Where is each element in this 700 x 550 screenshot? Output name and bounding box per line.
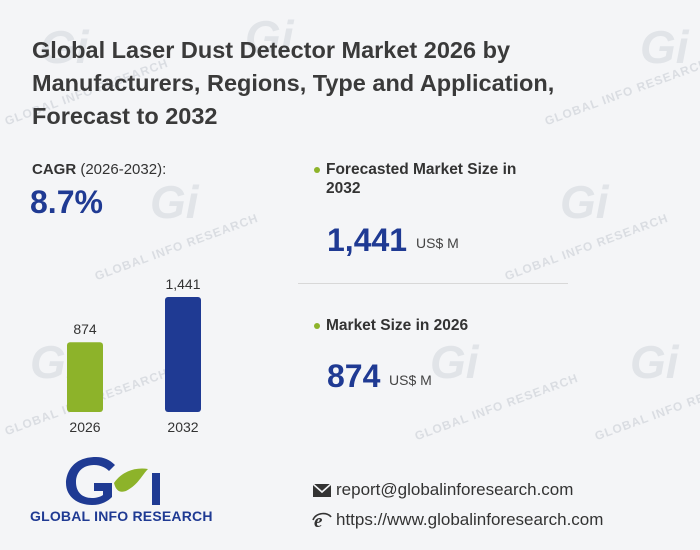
website-row[interactable]: e https://www.globalinforesearch.com	[312, 510, 604, 532]
watermark-logo: Gi	[150, 176, 199, 228]
watermark-logo: Gi	[245, 11, 294, 63]
mail-icon	[312, 481, 332, 499]
browser-icon: e	[312, 511, 332, 532]
divider	[298, 283, 568, 284]
bar-value-label: 874	[73, 321, 97, 337]
watermark-logo: Gi	[560, 176, 609, 228]
cagr-value: 8.7%	[30, 184, 103, 220]
forecast-label: Forecasted Market Size in 2032	[326, 160, 516, 198]
email-row[interactable]: report@globalinforesearch.com	[312, 480, 573, 500]
forecast-label-line2: 2032	[326, 180, 361, 197]
cagr-period: (2026-2032):	[80, 161, 167, 178]
watermark-logo: Gi	[630, 336, 679, 388]
logo-i-bar	[152, 473, 160, 505]
current-label: Market Size in 2026	[326, 317, 469, 334]
logo-text: GLOBAL INFO RESEARCH	[30, 508, 213, 524]
company-logo	[66, 457, 160, 505]
forecast-bullet	[314, 167, 320, 173]
bar-chart: 874 2026 1,441 2032	[67, 276, 201, 435]
svg-text:e: e	[314, 511, 323, 529]
current-value: 874	[327, 358, 381, 394]
forecast-value: 1,441	[327, 222, 408, 258]
bar-2032	[165, 297, 201, 412]
watermark-logo: Gi	[640, 21, 689, 73]
current-unit: US$ M	[389, 372, 432, 388]
page-title: Global Laser Dust Detector Market 2026 b…	[32, 37, 555, 129]
x-tick-label: 2026	[69, 419, 100, 435]
bar-2026	[67, 342, 103, 412]
logo-leaf-shape	[114, 468, 148, 492]
cagr-label: CAGR (2026-2032):	[32, 161, 166, 178]
forecast-unit: US$ M	[416, 235, 459, 251]
bar-value-label: 1,441	[165, 276, 200, 292]
forecast-label-line1: Forecasted Market Size in	[326, 161, 517, 178]
website-link[interactable]: https://www.globalinforesearch.com	[336, 510, 604, 529]
cagr-label-text: CAGR	[32, 161, 77, 178]
watermark-logo: Gi	[430, 336, 479, 388]
x-tick-label: 2032	[167, 419, 198, 435]
watermark-logo: Gi	[40, 21, 89, 73]
email-link[interactable]: report@globalinforesearch.com	[336, 480, 574, 499]
current-bullet	[314, 323, 320, 329]
logo-g-shape	[66, 457, 115, 505]
